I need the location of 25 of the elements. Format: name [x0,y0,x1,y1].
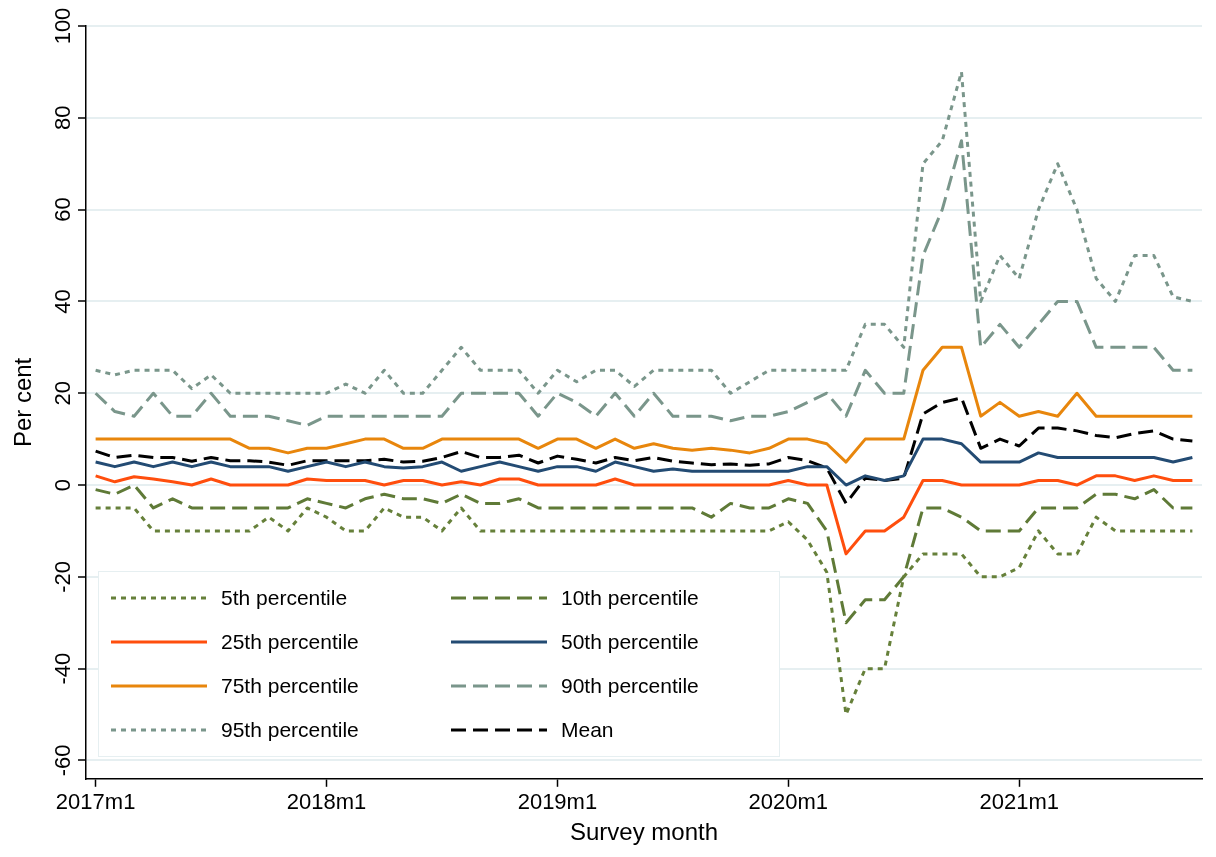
x-tick-label: 2017m1 [55,789,136,815]
y-tick-label: 20 [50,380,76,406]
y-tick-label: -40 [50,652,76,685]
x-tick-label: 2021m1 [979,789,1059,815]
legend-label: 50th percentile [561,629,699,654]
y-tick-label: 40 [50,289,76,314]
legend-label: 95th percentile [221,717,359,742]
line-series [94,396,1194,505]
legend-label: Mean [561,717,614,742]
legend-label: 5th percentile [221,585,348,610]
legend-label: 75th percentile [221,673,359,698]
y-tick-label: 0 [50,478,76,492]
x-tick-label: 2018m1 [286,789,367,815]
x-tick-label: 2020m1 [748,789,829,815]
y-tick-label: -20 [50,560,76,593]
y-tick-label: 80 [50,105,76,131]
x-tick-label: 2019m1 [517,789,598,815]
legend-label: 10th percentile [561,585,699,610]
y-tick-label: 60 [50,197,76,222]
y-tick-label: -60 [50,744,76,777]
legend-label: 25th percentile [221,629,359,654]
y-tick-label: 100 [50,7,76,45]
legend-label: 90th percentile [561,673,699,698]
x-axis-title: Survey month [569,818,719,846]
y-axis-title: Per cent [9,357,37,448]
